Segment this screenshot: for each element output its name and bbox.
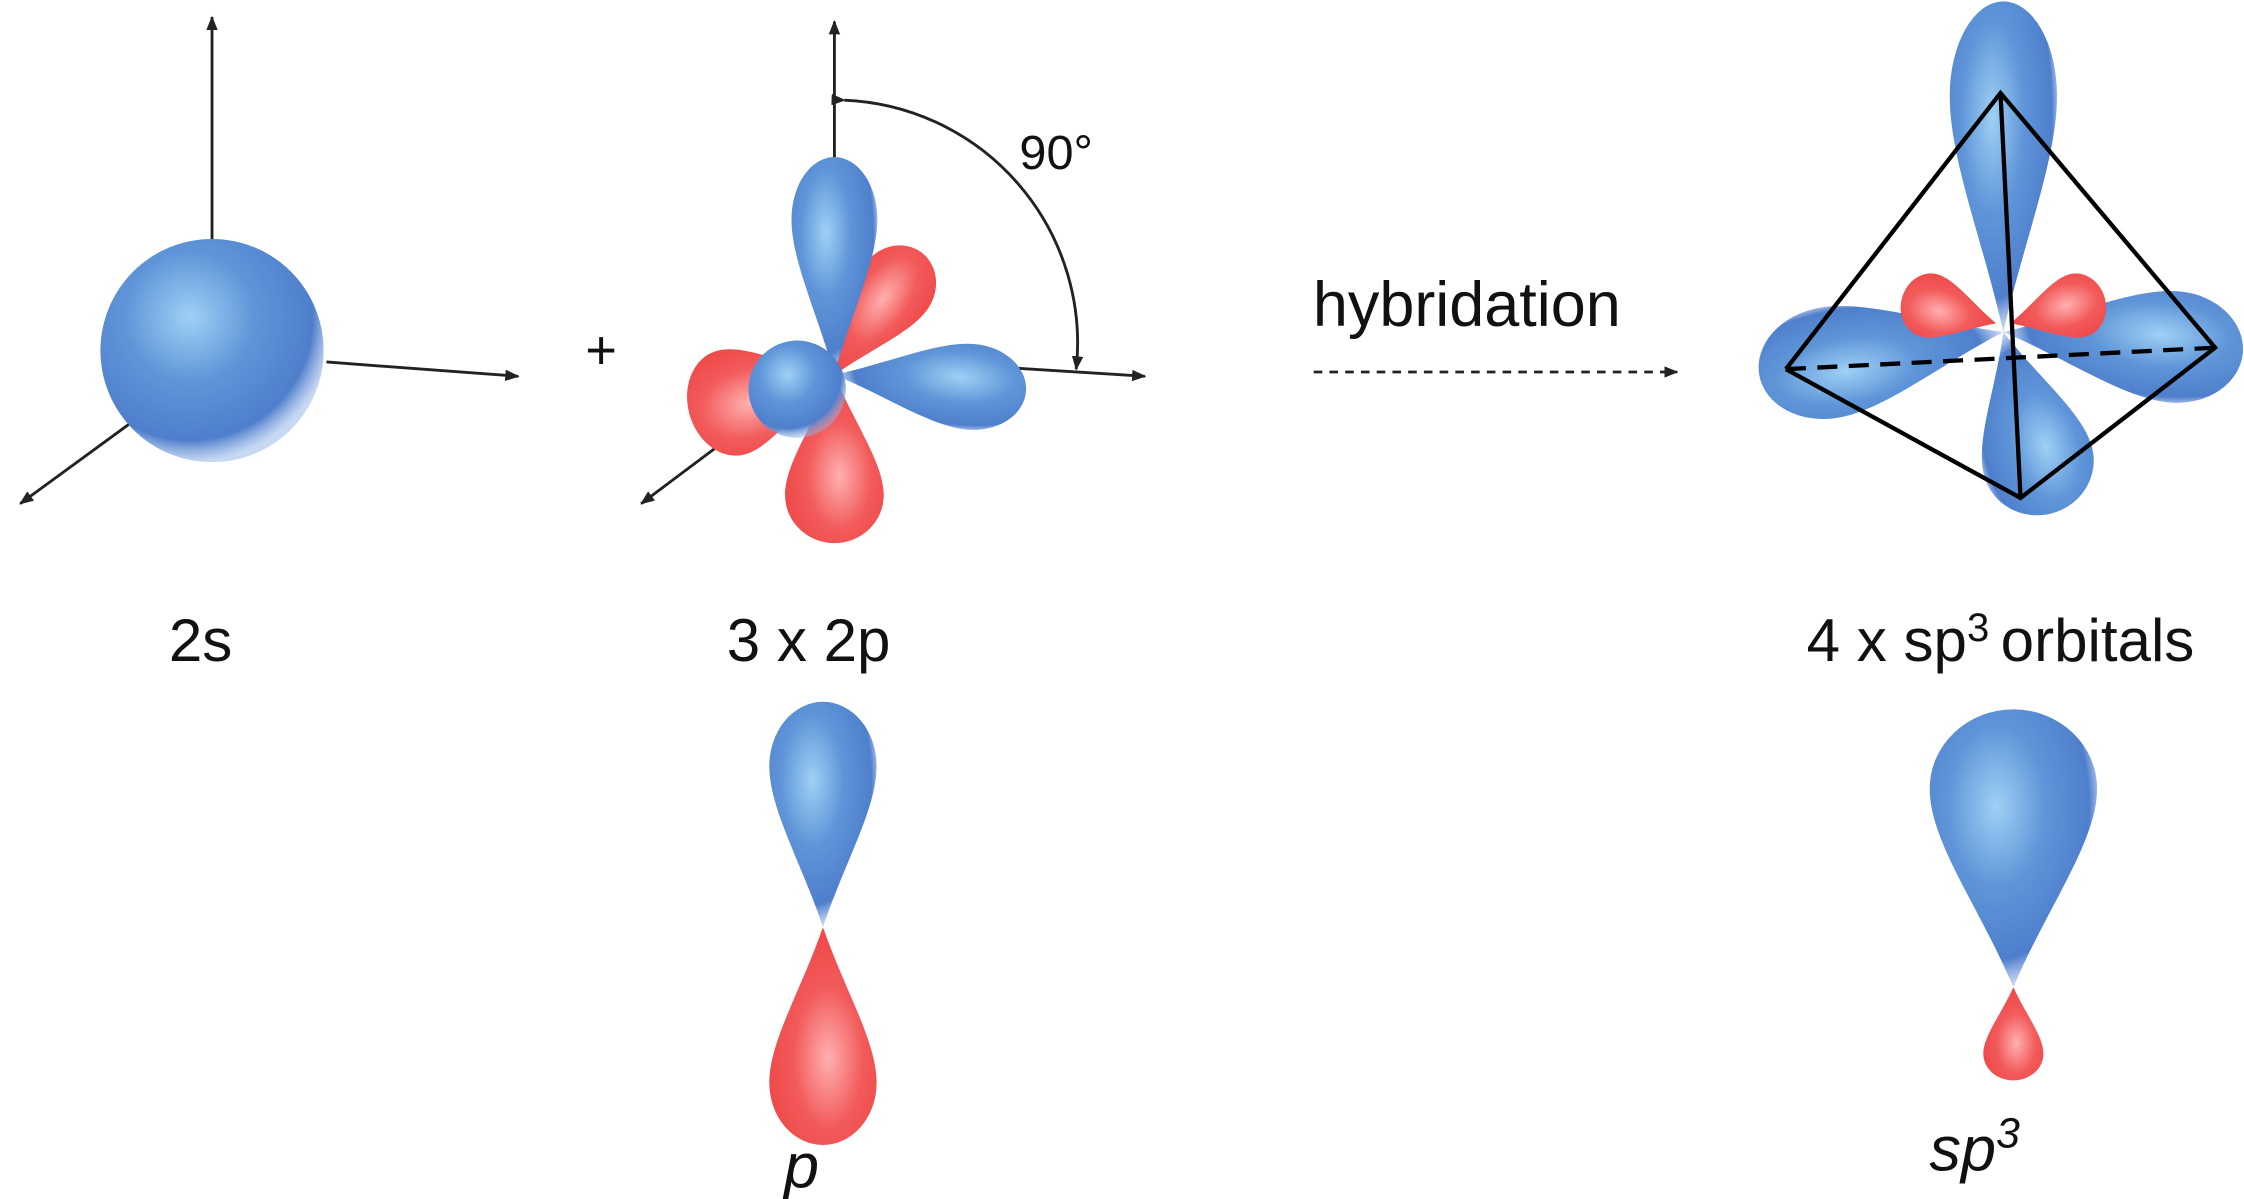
sp3-single-base: sp bbox=[1930, 1114, 1996, 1184]
p-orbitals bbox=[640, 20, 1147, 544]
plus: + bbox=[585, 320, 617, 381]
sp3-label-suffix: orbitals bbox=[2001, 607, 2195, 674]
sp3-orbitals bbox=[1749, 1, 2244, 528]
sp3-single-sup: 3 bbox=[1996, 1109, 2020, 1157]
single-p bbox=[769, 701, 877, 1145]
sp3-label-prefix: 4 x sp bbox=[1807, 607, 1967, 674]
s-orbital bbox=[19, 15, 520, 505]
arrow-label: hybridation bbox=[1313, 270, 1621, 340]
p-single-label: p bbox=[782, 1132, 819, 1199]
angle-label: 90° bbox=[1019, 126, 1093, 180]
p-label: 3 x 2p bbox=[727, 607, 891, 674]
sp3-single-label: sp3 bbox=[1930, 1109, 2020, 1184]
single-sp3 bbox=[1929, 709, 2098, 1081]
sp3-label-sup: 3 bbox=[1967, 606, 1989, 650]
sp3-label: 4 x sp3 orbitals bbox=[1807, 606, 2195, 674]
s-label: 2s bbox=[169, 607, 232, 674]
